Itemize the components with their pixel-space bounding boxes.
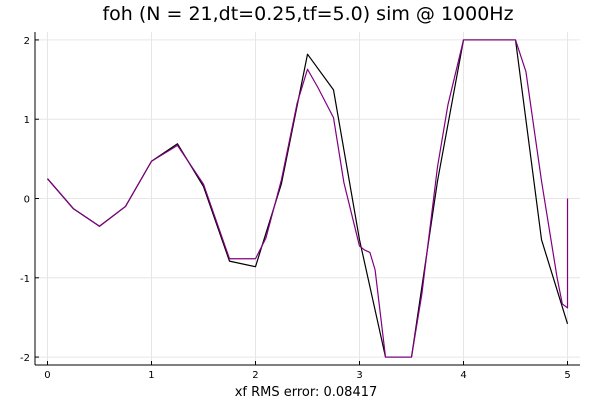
x-tick-label: 1 [148, 370, 154, 381]
chart-title: foh (N = 21,dt=0.25,tf=5.0) sim @ 1000Hz [102, 3, 513, 25]
x-tick-label: 5 [564, 370, 570, 381]
x-tick-label: 4 [460, 370, 466, 381]
series-line-2 [47, 39, 569, 358]
y-tick-label: 1 [24, 115, 30, 126]
plot-area [47, 39, 569, 358]
y-tick-label: -1 [20, 274, 30, 285]
x-tick-label: 0 [44, 370, 50, 381]
x-tick-label: 3 [356, 370, 362, 381]
ticks: 0 1 2 3 4 5 -2 -1 0 1 2 [20, 36, 571, 381]
y-tick-label: 2 [24, 36, 30, 47]
x-axis-label: xf RMS error: 0.08417 [235, 385, 378, 400]
grid [35, 32, 580, 365]
y-tick-label: -2 [20, 353, 30, 364]
y-tick-label: 0 [24, 195, 30, 206]
x-tick-label: 2 [252, 370, 258, 381]
